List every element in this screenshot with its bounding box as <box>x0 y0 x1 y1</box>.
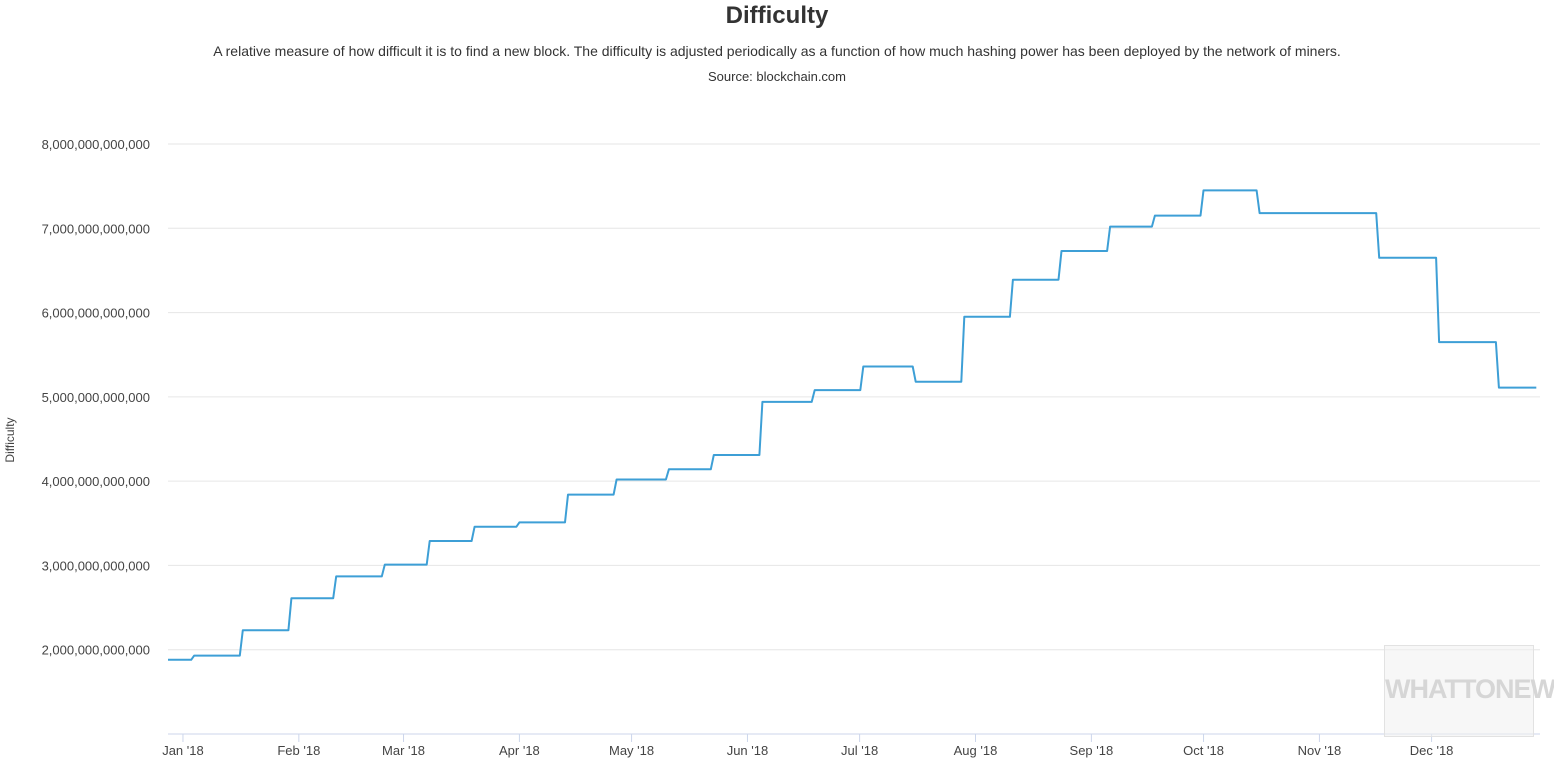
x-axis: Jan '18 Feb '18 Mar '18 Apr '18 May '18 Jun '… <box>162 733 1540 758</box>
x-tick-label: Apr '18 <box>499 743 540 758</box>
x-tick-label: Aug '18 <box>954 743 998 758</box>
y-axis-ticks: 2,000,000,000,000 3,000,000,000,000 4,000,… <box>42 137 150 658</box>
watermark-logo: WHATTONEWS <box>1384 645 1554 737</box>
grid-lines <box>168 143 1540 651</box>
y-tick-label: 2,000,000,000,000 <box>42 643 150 658</box>
watermark-text: WHATTONEWS <box>1385 674 1554 704</box>
y-axis-title: Difficulty <box>3 417 17 462</box>
chart-title: Difficulty <box>725 2 829 29</box>
y-tick-label: 8,000,000,000,000 <box>42 137 150 152</box>
y-tick-label: 6,000,000,000,000 <box>42 306 150 321</box>
x-tick-label: Oct '18 <box>1183 743 1224 758</box>
y-tick-label: 3,000,000,000,000 <box>42 558 150 573</box>
plot-area <box>168 189 1537 661</box>
x-tick-label: Mar '18 <box>382 743 425 758</box>
x-tick-label: Jan '18 <box>162 743 204 758</box>
x-tick-label: Feb '18 <box>277 743 320 758</box>
x-tick-label: Nov '18 <box>1298 743 1342 758</box>
chart-subtitle: A relative measure of how difficult it i… <box>213 43 1341 59</box>
y-tick-label: 7,000,000,000,000 <box>42 221 150 236</box>
y-tick-label: 5,000,000,000,000 <box>42 390 150 405</box>
x-tick-label: Sep '18 <box>1070 743 1114 758</box>
x-tick-label: Jul '18 <box>841 743 878 758</box>
x-tick-label: Dec '18 <box>1410 743 1454 758</box>
x-tick-label: Jun '18 <box>727 743 769 758</box>
chart-source: Source: blockchain.com <box>707 69 846 84</box>
difficulty-series-line <box>168 189 1537 661</box>
y-tick-label: 4,000,000,000,000 <box>42 474 150 489</box>
x-tick-label: May '18 <box>609 743 654 758</box>
